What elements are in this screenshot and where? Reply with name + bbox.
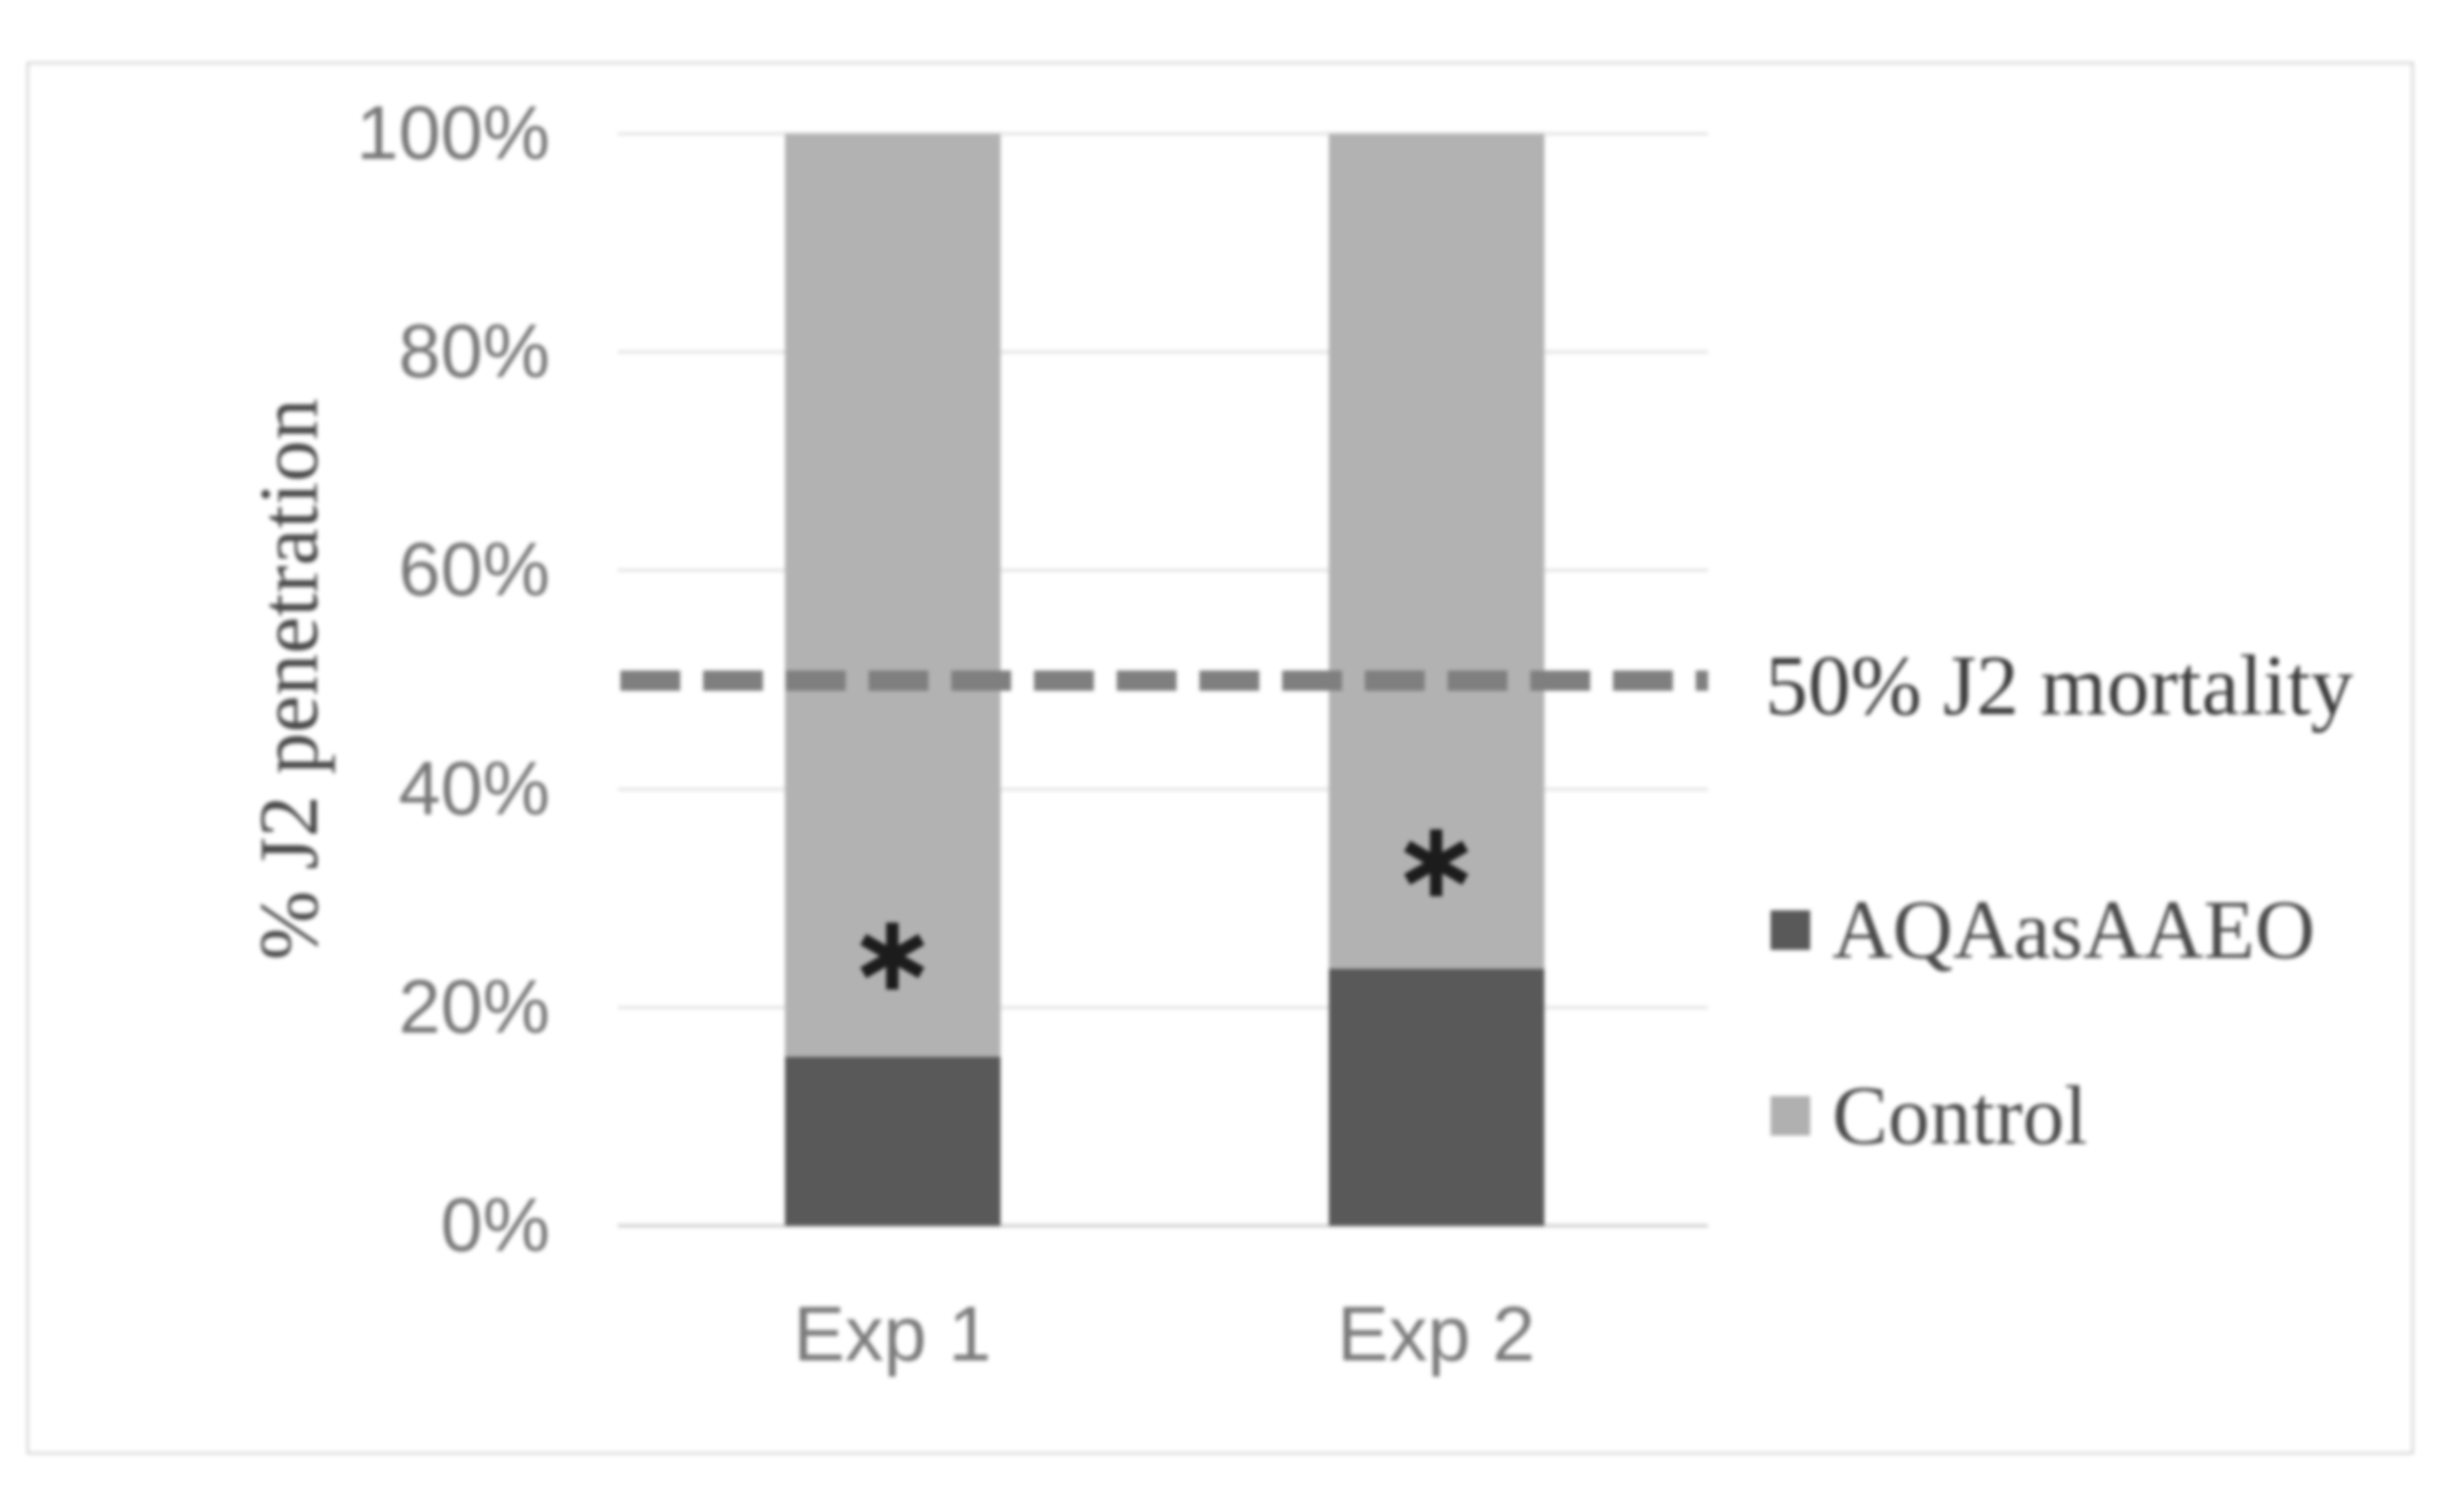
legend-label: AQAasAAEO: [1832, 883, 2315, 977]
bar-segment-control: [784, 134, 1001, 1057]
legend-item-aqaasaaeo: AQAasAAEO: [1771, 883, 2315, 977]
reference-line-label: 50% J2 mortality: [1765, 638, 2354, 733]
gridline: [618, 1005, 1708, 1009]
y-tick-label: 100%: [356, 91, 550, 176]
asterisk-icon: [860, 922, 925, 990]
gridline: [618, 350, 1708, 355]
y-tick-label: 20%: [398, 964, 550, 1050]
x-axis-line: [618, 1224, 1708, 1228]
gridline: [618, 132, 1708, 136]
bar-segment-aqaasaaeo: [784, 1056, 1001, 1226]
legend-swatch-icon: [1771, 1096, 1810, 1136]
gridline: [618, 787, 1708, 791]
x-category-label: Exp 2: [1337, 1290, 1536, 1377]
chart-frame: [26, 62, 2414, 1455]
legend-item-control: Control: [1771, 1074, 2087, 1158]
reference-dashed-line: [620, 670, 1708, 691]
x-category-label: Exp 1: [793, 1290, 992, 1377]
gridline: [618, 568, 1708, 573]
legend-swatch-icon: [1771, 910, 1810, 950]
significance-asterisk: [852, 915, 933, 1001]
legend-label: Control: [1832, 1068, 2088, 1162]
y-tick-label: 60%: [398, 527, 550, 612]
y-axis-title: % J2 penetration: [242, 398, 335, 961]
y-tick-label: 80%: [398, 309, 550, 394]
y-tick-label: 40%: [398, 746, 550, 832]
significance-asterisk: [1396, 823, 1477, 908]
bar-segment-aqaasaaeo: [1328, 969, 1544, 1226]
y-tick-label: 0%: [440, 1183, 550, 1268]
asterisk-icon: [1404, 829, 1469, 897]
